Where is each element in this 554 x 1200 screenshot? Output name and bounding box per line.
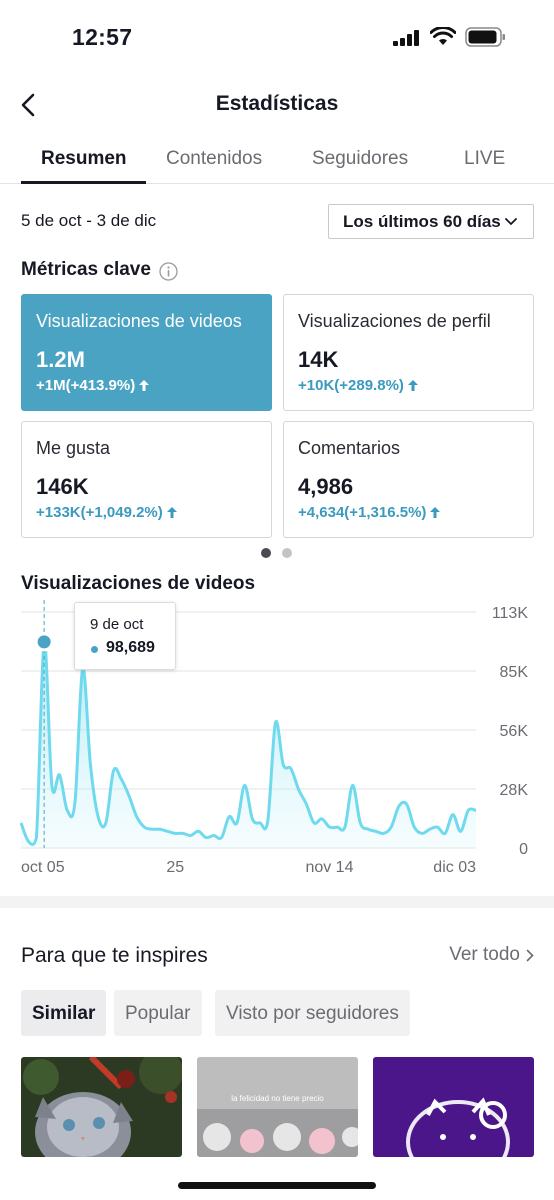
status-bar: 12:57: [0, 0, 554, 74]
tab-resumen[interactable]: Resumen: [41, 148, 127, 169]
arrow-up-icon: [139, 380, 150, 391]
metric-label: Visualizaciones de perfil: [298, 311, 491, 331]
tab-bar: Resumen Contenidos Seguidores LIVE: [0, 138, 554, 184]
arrow-up-icon: [166, 507, 177, 518]
back-arrow-icon[interactable]: [17, 92, 41, 118]
x-tick-label: oct 05: [21, 859, 65, 876]
home-indicator[interactable]: [178, 1182, 376, 1189]
chart-title: Visualizaciones de videos: [21, 573, 256, 594]
period-dropdown[interactable]: Los últimos 60 días: [328, 204, 534, 239]
x-tick-label: dic 03: [433, 859, 476, 876]
tooltip-date: 9 de oct: [90, 616, 144, 633]
metric-delta-text: +1M(+413.9%): [36, 377, 136, 394]
metric-delta: +1M(+413.9%): [36, 377, 257, 394]
chip-popular[interactable]: Popular: [114, 990, 202, 1036]
video-thumbnail-neon[interactable]: [373, 1057, 534, 1157]
neon-hello-kitty-image: [373, 1057, 534, 1157]
metric-card-comments[interactable]: Comentarios 4,986 +4,634(+1,316.5%): [283, 421, 534, 538]
metric-value: 4,986: [298, 474, 354, 499]
metric-label: Visualizaciones de videos: [36, 311, 242, 331]
metrics-title: Métricas clave: [21, 259, 151, 280]
tooltip-series-dot: [91, 646, 98, 653]
metric-card-likes[interactable]: Me gusta 146K +133K(+1,049.2%): [21, 421, 272, 538]
chevron-right-icon: [526, 949, 534, 961]
arrow-up-icon: [407, 380, 418, 391]
series-line: [19, 640, 477, 846]
see-all-link[interactable]: Ver todo: [449, 944, 534, 966]
inspire-title: Para que te inspires: [21, 944, 208, 967]
see-all-label: Ver todo: [449, 944, 520, 965]
x-tick-label: nov 14: [305, 859, 353, 876]
hello-kitty-items-image: [197, 1057, 358, 1157]
info-icon[interactable]: [159, 262, 178, 281]
chip-similar[interactable]: Similar: [21, 990, 107, 1036]
metric-delta: +10K(+289.8%): [298, 377, 519, 394]
metric-card-profile-views[interactable]: Visualizaciones de perfil 14K +10K(+289.…: [283, 294, 534, 411]
metric-card-video-views[interactable]: Visualizaciones de videos 1.2M +1M(+413.…: [21, 294, 272, 411]
metric-delta-text: +4,634(+1,316.5%): [298, 504, 427, 521]
chart-tooltip: 9 de oct 98,689: [74, 602, 176, 670]
kitten-image: [21, 1057, 182, 1157]
chevron-down-icon: [505, 218, 517, 225]
arrow-up-icon: [430, 507, 441, 518]
y-tick-label: 56K: [500, 723, 529, 740]
highlight-point[interactable]: [34, 632, 54, 652]
video-thumbnail-caption[interactable]: la felicidad no tiene precio: [197, 1057, 358, 1157]
tab-live[interactable]: LIVE: [464, 148, 506, 169]
y-tick-label: 28K: [500, 782, 529, 799]
page-dot[interactable]: [282, 548, 292, 558]
battery-icon: [465, 27, 505, 47]
tooltip-value: 98,689: [106, 639, 155, 656]
x-tick-label: 25: [166, 859, 184, 876]
metric-label: Comentarios: [298, 438, 401, 458]
active-tab-indicator: [21, 181, 146, 184]
metric-delta: +133K(+1,049.2%): [36, 504, 257, 521]
metric-value: 14K: [298, 347, 339, 372]
page-title: Estadísticas: [215, 92, 339, 115]
metric-value: 1.2M: [36, 347, 85, 372]
tab-contenidos[interactable]: Contenidos: [166, 148, 263, 169]
page-dot-active[interactable]: [261, 548, 271, 558]
video-thumbnail-kitten[interactable]: [21, 1057, 182, 1157]
period-dropdown-label: Los últimos 60 días: [343, 212, 501, 231]
y-tick-label: 0: [519, 841, 528, 858]
thumbnail-caption: la felicidad no tiene precio: [231, 1094, 324, 1103]
cellular-signal-icon: [393, 30, 419, 46]
metric-delta: +4,634(+1,316.5%): [298, 504, 519, 521]
date-range: 5 de oct - 3 de dic: [21, 211, 157, 230]
section-divider: [0, 896, 554, 908]
metric-value: 146K: [36, 474, 89, 499]
metric-delta-text: +10K(+289.8%): [298, 377, 404, 394]
metric-delta-text: +133K(+1,049.2%): [36, 504, 163, 521]
y-tick-label: 85K: [500, 664, 529, 681]
metric-label: Me gusta: [36, 438, 111, 458]
header: Estadísticas: [0, 80, 554, 130]
chip-visto-por-seguidores[interactable]: Visto por seguidores: [215, 990, 410, 1036]
tab-seguidores[interactable]: Seguidores: [312, 148, 409, 169]
y-tick-label: 113K: [492, 605, 529, 622]
wifi-icon: [430, 27, 456, 45]
status-time: 12:57: [72, 24, 133, 50]
